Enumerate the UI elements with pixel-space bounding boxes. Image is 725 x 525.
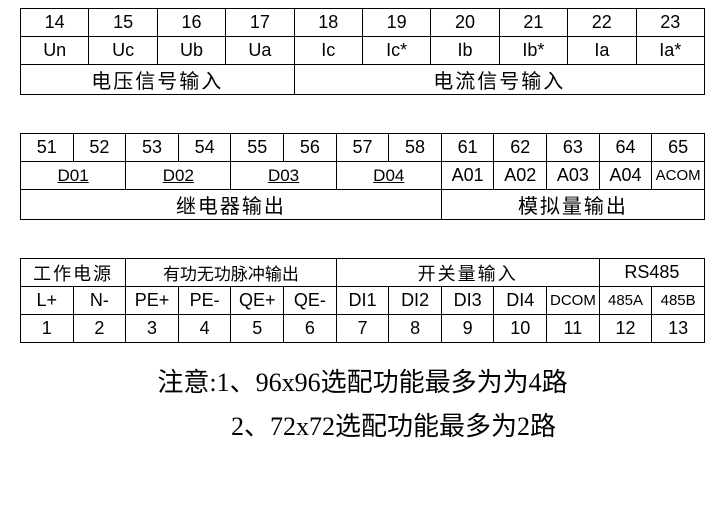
note-line-2: 2、72x72选配功能最多为2路 [20,405,705,449]
analog-output-label: 模拟量输出 [441,190,704,220]
note-line-1: 注意:1、96x96选配功能最多为为4路 [20,361,705,405]
terminal-num: 20 [431,9,499,37]
voltage-current-table: 14 15 16 17 18 19 20 21 22 23 Un Uc Ub U… [20,8,705,95]
terminal-num: 63 [547,134,600,162]
signal-label: DI3 [441,287,494,315]
terminal-num: 12 [599,315,652,343]
signal-label: Uc [89,37,157,65]
power-header: 工作电源 [21,259,126,287]
signal-label: QE+ [231,287,284,315]
voltage-input-label: 电压信号输入 [21,65,295,95]
relay-analog-table: 51 52 53 54 55 56 57 58 61 62 63 64 65 D… [20,133,705,220]
signal-label: DI2 [389,287,442,315]
terminal-num: 3 [126,315,179,343]
terminal-num: 9 [441,315,494,343]
relay-output-label: 继电器输出 [21,190,442,220]
terminal-num: 22 [568,9,636,37]
terminal-num: 4 [178,315,231,343]
signal-label: Ub [157,37,225,65]
terminal-num: 6 [284,315,337,343]
signal-label: Ib* [499,37,567,65]
analog-out: A02 [494,162,547,190]
terminal-num: 57 [336,134,389,162]
terminal-num: 13 [652,315,705,343]
terminal-num: 11 [547,315,600,343]
terminal-num: 65 [652,134,705,162]
signal-label: 485A [599,287,652,315]
terminal-num: 56 [284,134,337,162]
signal-label: Ic* [362,37,430,65]
relay-d02: D02 [126,162,231,190]
signal-label: Ua [226,37,294,65]
terminal-num: 62 [494,134,547,162]
terminal-num: 15 [89,9,157,37]
signal-label: Ib [431,37,499,65]
terminal-num: 19 [362,9,430,37]
terminal-num: 2 [73,315,126,343]
analog-com: ACOM [652,162,705,190]
terminal-num: 58 [389,134,442,162]
signal-label: 485B [652,287,705,315]
terminal-num: 64 [599,134,652,162]
terminal-num: 14 [21,9,89,37]
rs485-header: RS485 [599,259,704,287]
terminal-num: 52 [73,134,126,162]
signal-label: DCOM [547,287,600,315]
analog-out: A04 [599,162,652,190]
signal-label: N- [73,287,126,315]
terminal-num: 54 [178,134,231,162]
terminal-num: 10 [494,315,547,343]
signal-label: L+ [21,287,74,315]
terminal-num: 1 [21,315,74,343]
terminal-num: 61 [441,134,494,162]
notes-block: 注意:1、96x96选配功能最多为为4路 2、72x72选配功能最多为2路 [20,361,705,449]
signal-label: Ia [568,37,636,65]
signal-label: Ia* [636,37,704,65]
terminal-num: 21 [499,9,567,37]
terminal-num: 53 [126,134,179,162]
pulse-header: 有功无功脉冲输出 [126,259,336,287]
signal-label: DI1 [336,287,389,315]
signal-label: Un [21,37,89,65]
analog-out: A01 [441,162,494,190]
analog-out: A03 [547,162,600,190]
signal-label: PE+ [126,287,179,315]
terminal-num: 16 [157,9,225,37]
terminal-num: 51 [21,134,74,162]
terminal-num: 18 [294,9,362,37]
terminal-num: 55 [231,134,284,162]
signal-label: PE- [178,287,231,315]
relay-d03: D03 [231,162,336,190]
signal-label: DI4 [494,287,547,315]
terminal-num: 5 [231,315,284,343]
power-pulse-di-rs485-table: 工作电源 有功无功脉冲输出 开关量输入 RS485 L+ N- PE+ PE- … [20,258,705,343]
terminal-num: 8 [389,315,442,343]
relay-d04: D04 [336,162,441,190]
signal-label: QE- [284,287,337,315]
signal-label: Ic [294,37,362,65]
terminal-num: 23 [636,9,704,37]
di-header: 开关量输入 [336,259,599,287]
current-input-label: 电流信号输入 [294,65,704,95]
relay-d01: D01 [21,162,126,190]
terminal-num: 17 [226,9,294,37]
terminal-num: 7 [336,315,389,343]
